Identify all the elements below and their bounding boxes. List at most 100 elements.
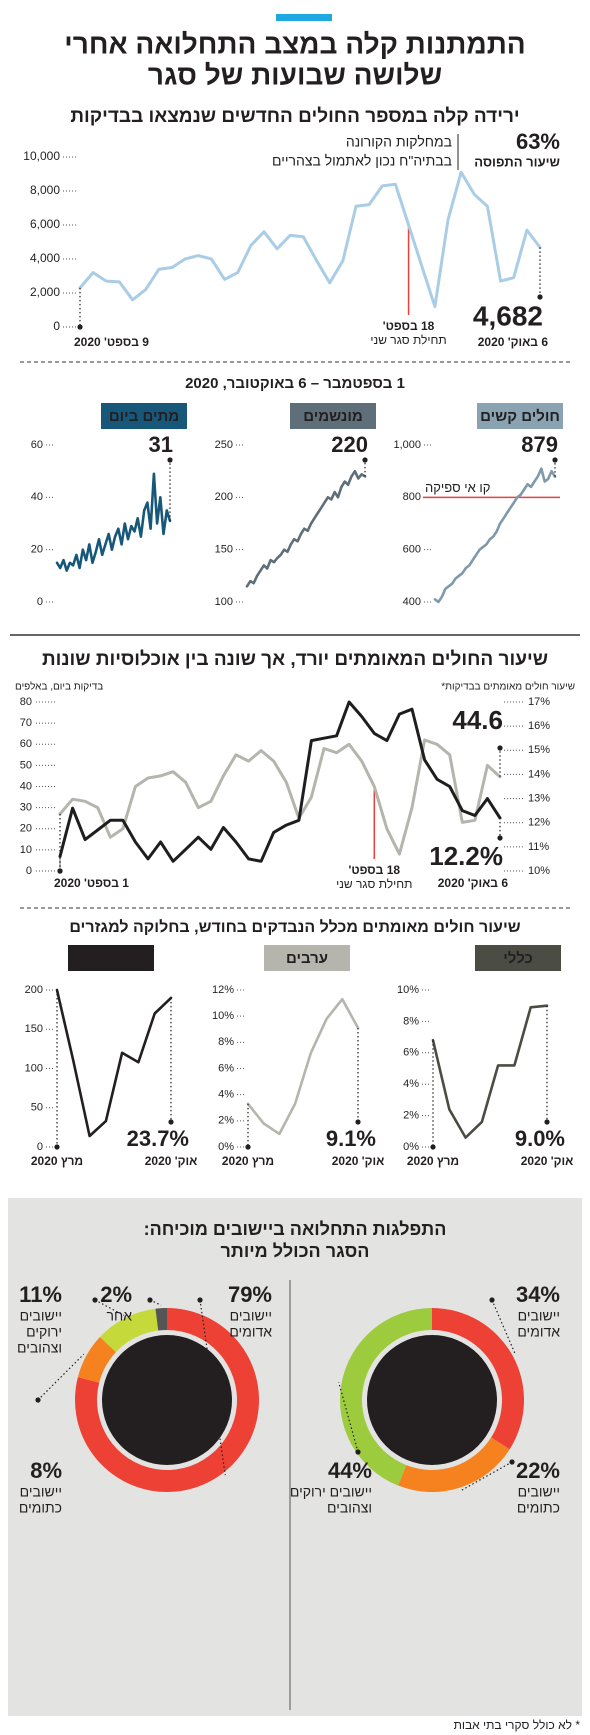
slice-value-label: 34% — [516, 1282, 560, 1307]
x-tick-label: מרץ 2020 — [222, 1154, 274, 1168]
slice-value-label: 11% — [19, 1282, 62, 1307]
donut-center-text: היישובים בישראל — [381, 1382, 483, 1397]
y-tick-label: 14% — [528, 768, 550, 780]
panel-title: ערבים — [286, 950, 328, 967]
leader-dot — [92, 1297, 98, 1303]
y-tick-label: 10,000 — [23, 149, 60, 163]
y-tick-label: 600 — [403, 544, 421, 556]
leader-dot — [54, 1144, 60, 1150]
donut-slice — [155, 1308, 167, 1331]
x-tick-label: אוק' 2020 — [332, 1154, 385, 1168]
donut-center — [367, 1335, 497, 1465]
leader-dot — [355, 1449, 361, 1455]
annotation-text: 18 בספט' — [383, 319, 435, 333]
section-subtitle: 1 בספטמבר – 6 באוקטובר, 2020 — [185, 375, 405, 392]
leader-dot — [245, 1144, 251, 1150]
y-tick-label: 10% — [397, 984, 419, 996]
leader-dot — [168, 1119, 174, 1125]
leader-dot — [77, 324, 83, 330]
y-tick-label: 10 — [20, 844, 32, 856]
panel-title: חולים קשים — [480, 408, 560, 425]
panel-header — [264, 945, 350, 971]
page-title: התמתנות קלה במצב התחלואה אחרי — [64, 28, 525, 59]
footnote: * לא כולל סקרי בתי אבות — [454, 1718, 581, 1732]
slice-name: אדומים — [517, 1324, 560, 1340]
y-tick-label: 10% — [212, 1010, 234, 1022]
y-tick-label: 4% — [403, 1078, 419, 1090]
stat-label: שיעור התפוסה — [474, 154, 560, 169]
panel-header — [475, 945, 561, 971]
panel-title: חרדים — [90, 950, 133, 967]
x-tick-label: 9 בספט' 2020 — [74, 335, 149, 349]
accent-bar — [276, 14, 332, 21]
slice-name: יישובים — [518, 1484, 560, 1500]
data-line — [55, 988, 173, 1138]
y-tick-label: 8,000 — [30, 183, 60, 197]
annotation-text: 18 בספט' — [348, 863, 400, 877]
donut-center-text: התפלגות החולים — [117, 1373, 216, 1388]
leader-dot — [57, 868, 63, 874]
slice-name: אחר — [107, 1308, 133, 1324]
y-tick-label: 15% — [528, 744, 550, 756]
leader-dot — [197, 1297, 203, 1303]
y-tick-label: 6,000 — [30, 217, 60, 231]
y-tick-label: 13% — [528, 792, 550, 804]
data-line — [58, 700, 502, 863]
y-tick-label: 12% — [528, 817, 550, 829]
y-tick-label: 0 — [37, 1141, 43, 1153]
end-value-label: 9.0% — [515, 1126, 565, 1151]
x-tick-label: אוק' 2020 — [145, 1154, 198, 1168]
data-line — [55, 472, 172, 572]
y-tick-label: 100 — [215, 596, 233, 608]
end-value-label: 44.6 — [452, 705, 503, 735]
axis-label: שיעור חולים מאומתים בבדיקות* — [441, 681, 575, 693]
leader-dot — [537, 294, 543, 300]
leader-dot — [362, 457, 368, 463]
slice-value-label: 22% — [516, 1458, 560, 1483]
x-tick-label: 6 באוק' 2020 — [438, 876, 509, 890]
y-tick-label: 70 — [20, 717, 32, 729]
donut-center-text: התפלגות — [405, 1364, 458, 1379]
y-tick-label: 400 — [403, 596, 421, 608]
y-tick-label: 0% — [403, 1141, 419, 1153]
y-tick-label: 150 — [215, 544, 233, 556]
y-tick-label: 0 — [26, 865, 32, 877]
page-title: שלושה שבועות של סגר — [148, 59, 442, 90]
leader-dot — [355, 1119, 361, 1125]
x-tick-label: מרץ 2020 — [407, 1154, 459, 1168]
donut-slice — [398, 1437, 510, 1492]
end-value-label: 220 — [331, 432, 368, 457]
y-tick-label: 4% — [218, 1089, 234, 1101]
data-line — [246, 997, 360, 1136]
y-tick-label: 8% — [403, 1015, 419, 1027]
end-value-label: 12.2% — [429, 841, 503, 871]
panel-header — [101, 403, 187, 429]
stat-note: במחלקות הקורונה — [346, 134, 452, 150]
leader-line — [338, 1382, 359, 1453]
y-tick-label: 2,000 — [30, 285, 60, 299]
x-tick-label: 6 באוק' 2020 — [478, 335, 549, 349]
y-tick-label: 6% — [403, 1047, 419, 1059]
leader-line — [94, 1299, 125, 1316]
leader-line — [491, 1299, 516, 1355]
y-tick-label: 200 — [215, 491, 233, 503]
y-tick-label: 100 — [25, 1062, 43, 1074]
section-title: הסגר הכולל מיותר — [221, 1241, 370, 1261]
panel-header — [290, 403, 376, 429]
slice-name: אדומים — [229, 1324, 272, 1340]
leader-dot — [544, 1119, 550, 1125]
section-title: התפלגות התחלואה ביישובים מוכיחה: — [144, 1219, 447, 1239]
donut-slice — [77, 1337, 116, 1383]
y-tick-label: 2% — [403, 1110, 419, 1122]
end-value-label: 23.7% — [127, 1126, 189, 1151]
slice-name: כתומים — [19, 1500, 62, 1516]
chart-title: ירידה קלה במספר החולים החדשים שנמצאו בבד… — [70, 106, 519, 127]
slice-value-label: 44% — [328, 1458, 372, 1483]
data-line — [431, 1004, 549, 1139]
data-line — [58, 738, 502, 856]
section-title: שיעור חולים מאומתים מכלל הנבדקים בחודש, … — [69, 918, 520, 936]
annotation-text: תחילת סגר שני — [370, 333, 446, 347]
y-tick-label: 0 — [53, 319, 60, 333]
y-tick-label: 10% — [528, 865, 550, 877]
